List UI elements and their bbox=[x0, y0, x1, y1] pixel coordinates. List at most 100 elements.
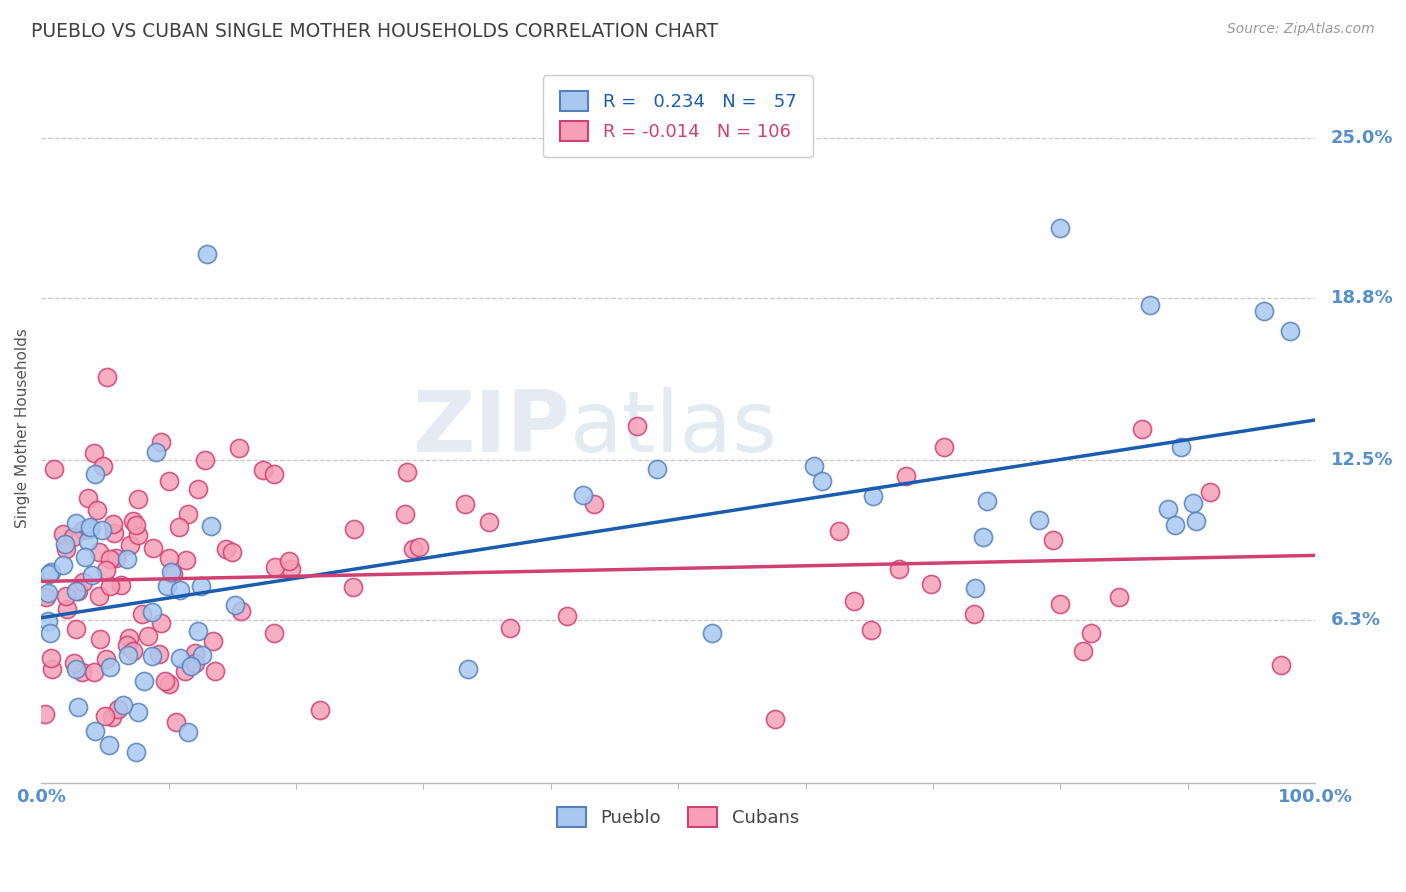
Point bbox=[842, 593, 865, 607]
Point bbox=[221, 545, 243, 559]
Point bbox=[150, 616, 173, 631]
Text: ZIP: ZIP bbox=[412, 386, 569, 469]
Point bbox=[862, 489, 884, 503]
Point bbox=[309, 703, 332, 717]
Point bbox=[1028, 512, 1050, 526]
Point bbox=[803, 458, 825, 473]
Point bbox=[176, 508, 198, 522]
Point bbox=[626, 419, 648, 434]
Point bbox=[122, 644, 145, 658]
Point bbox=[153, 674, 176, 689]
Point bbox=[125, 746, 148, 760]
Point bbox=[499, 621, 522, 635]
Point bbox=[264, 560, 287, 574]
Point bbox=[136, 629, 159, 643]
Point bbox=[65, 662, 87, 676]
Point bbox=[91, 458, 114, 473]
Point bbox=[103, 526, 125, 541]
Point bbox=[228, 441, 250, 455]
Point bbox=[1073, 643, 1095, 657]
Point bbox=[229, 604, 252, 618]
Point bbox=[86, 502, 108, 516]
Point bbox=[555, 609, 578, 624]
Point bbox=[117, 648, 139, 663]
Point bbox=[127, 528, 149, 542]
Point bbox=[920, 577, 942, 591]
Point bbox=[169, 651, 191, 665]
Point bbox=[965, 581, 987, 595]
Point bbox=[142, 541, 165, 555]
Point bbox=[1270, 657, 1292, 672]
Point bbox=[976, 494, 998, 508]
Point bbox=[972, 530, 994, 544]
Point bbox=[72, 524, 94, 538]
Point bbox=[101, 710, 124, 724]
Point bbox=[141, 649, 163, 664]
Point bbox=[39, 625, 62, 640]
Point bbox=[1049, 220, 1071, 235]
Point bbox=[77, 491, 100, 506]
Point bbox=[131, 607, 153, 621]
Text: 25.0%: 25.0% bbox=[1330, 128, 1393, 146]
Point bbox=[157, 551, 180, 566]
Point bbox=[56, 602, 79, 616]
Y-axis label: Single Mother Households: Single Mother Households bbox=[15, 328, 30, 528]
Point bbox=[91, 523, 114, 537]
Point bbox=[66, 583, 89, 598]
Point bbox=[184, 646, 207, 660]
Point bbox=[42, 462, 65, 476]
Point bbox=[53, 537, 76, 551]
Point bbox=[39, 565, 62, 579]
Point bbox=[700, 626, 723, 640]
Point bbox=[41, 662, 63, 676]
Point bbox=[1049, 597, 1071, 611]
Point bbox=[87, 589, 110, 603]
Point bbox=[122, 514, 145, 528]
Text: atlas: atlas bbox=[569, 386, 778, 469]
Point bbox=[96, 370, 118, 384]
Point bbox=[76, 533, 98, 548]
Point bbox=[827, 524, 849, 538]
Point bbox=[194, 452, 217, 467]
Point bbox=[107, 702, 129, 716]
Point bbox=[65, 623, 87, 637]
Point bbox=[83, 446, 105, 460]
Point bbox=[117, 638, 139, 652]
Point bbox=[141, 605, 163, 619]
Point bbox=[263, 467, 285, 482]
Point bbox=[72, 574, 94, 589]
Point bbox=[1253, 303, 1275, 318]
Point bbox=[94, 563, 117, 577]
Point bbox=[118, 539, 141, 553]
Point bbox=[1164, 517, 1187, 532]
Point bbox=[408, 540, 430, 554]
Point bbox=[191, 648, 214, 662]
Point bbox=[174, 664, 197, 678]
Point bbox=[224, 598, 246, 612]
Text: PUEBLO VS CUBAN SINGLE MOTHER HOUSEHOLDS CORRELATION CHART: PUEBLO VS CUBAN SINGLE MOTHER HOUSEHOLDS… bbox=[31, 22, 718, 41]
Point bbox=[1182, 496, 1205, 510]
Point bbox=[94, 709, 117, 723]
Point bbox=[1080, 625, 1102, 640]
Point bbox=[79, 522, 101, 536]
Point bbox=[89, 632, 111, 647]
Point bbox=[55, 590, 77, 604]
Point bbox=[201, 634, 224, 648]
Text: 18.8%: 18.8% bbox=[1330, 289, 1393, 307]
Point bbox=[176, 553, 198, 567]
Point bbox=[127, 705, 149, 719]
Point bbox=[112, 698, 135, 712]
Point bbox=[84, 467, 107, 482]
Point bbox=[87, 545, 110, 559]
Point bbox=[79, 520, 101, 534]
Point bbox=[156, 580, 179, 594]
Point bbox=[110, 578, 132, 592]
Point bbox=[180, 658, 202, 673]
Point bbox=[80, 567, 103, 582]
Point bbox=[195, 246, 218, 260]
Point bbox=[162, 566, 184, 581]
Point bbox=[165, 715, 187, 730]
Point bbox=[215, 542, 238, 557]
Point bbox=[395, 466, 418, 480]
Point bbox=[342, 580, 364, 594]
